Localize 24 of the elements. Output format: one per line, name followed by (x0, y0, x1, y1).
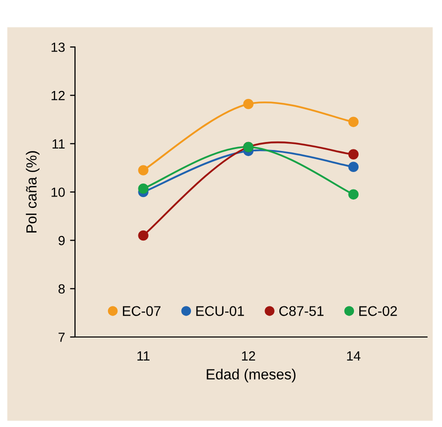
point (348, 116, 359, 128)
x-tick-label: 11 (137, 351, 150, 360)
y-tick-label: 7 (58, 332, 65, 342)
point (138, 183, 148, 194)
y-tick-label: 12 (52, 90, 65, 100)
point (348, 162, 359, 172)
point (138, 230, 148, 241)
y-tick-label: 13 (52, 42, 65, 52)
legend-label: C87-51 (279, 306, 324, 316)
legend-label: EC-02 (359, 306, 397, 316)
point (348, 189, 359, 200)
point (243, 98, 254, 110)
x-tick-label: 12 (242, 351, 256, 360)
y-axis-title: Pol caña (%) (26, 151, 40, 233)
y-tick-label: 10 (52, 188, 65, 197)
point (138, 165, 148, 176)
x-axis-title: Edad (meses) (206, 368, 296, 382)
x-tick-label: 14 (347, 351, 360, 360)
y-tick-label: 9 (58, 236, 65, 246)
legend-label: EC-07 (122, 306, 160, 316)
point (348, 149, 359, 160)
y-tick-label: 8 (58, 284, 65, 294)
y-tick-label: 11 (52, 139, 65, 148)
legend-label: ECU-01 (196, 306, 244, 316)
